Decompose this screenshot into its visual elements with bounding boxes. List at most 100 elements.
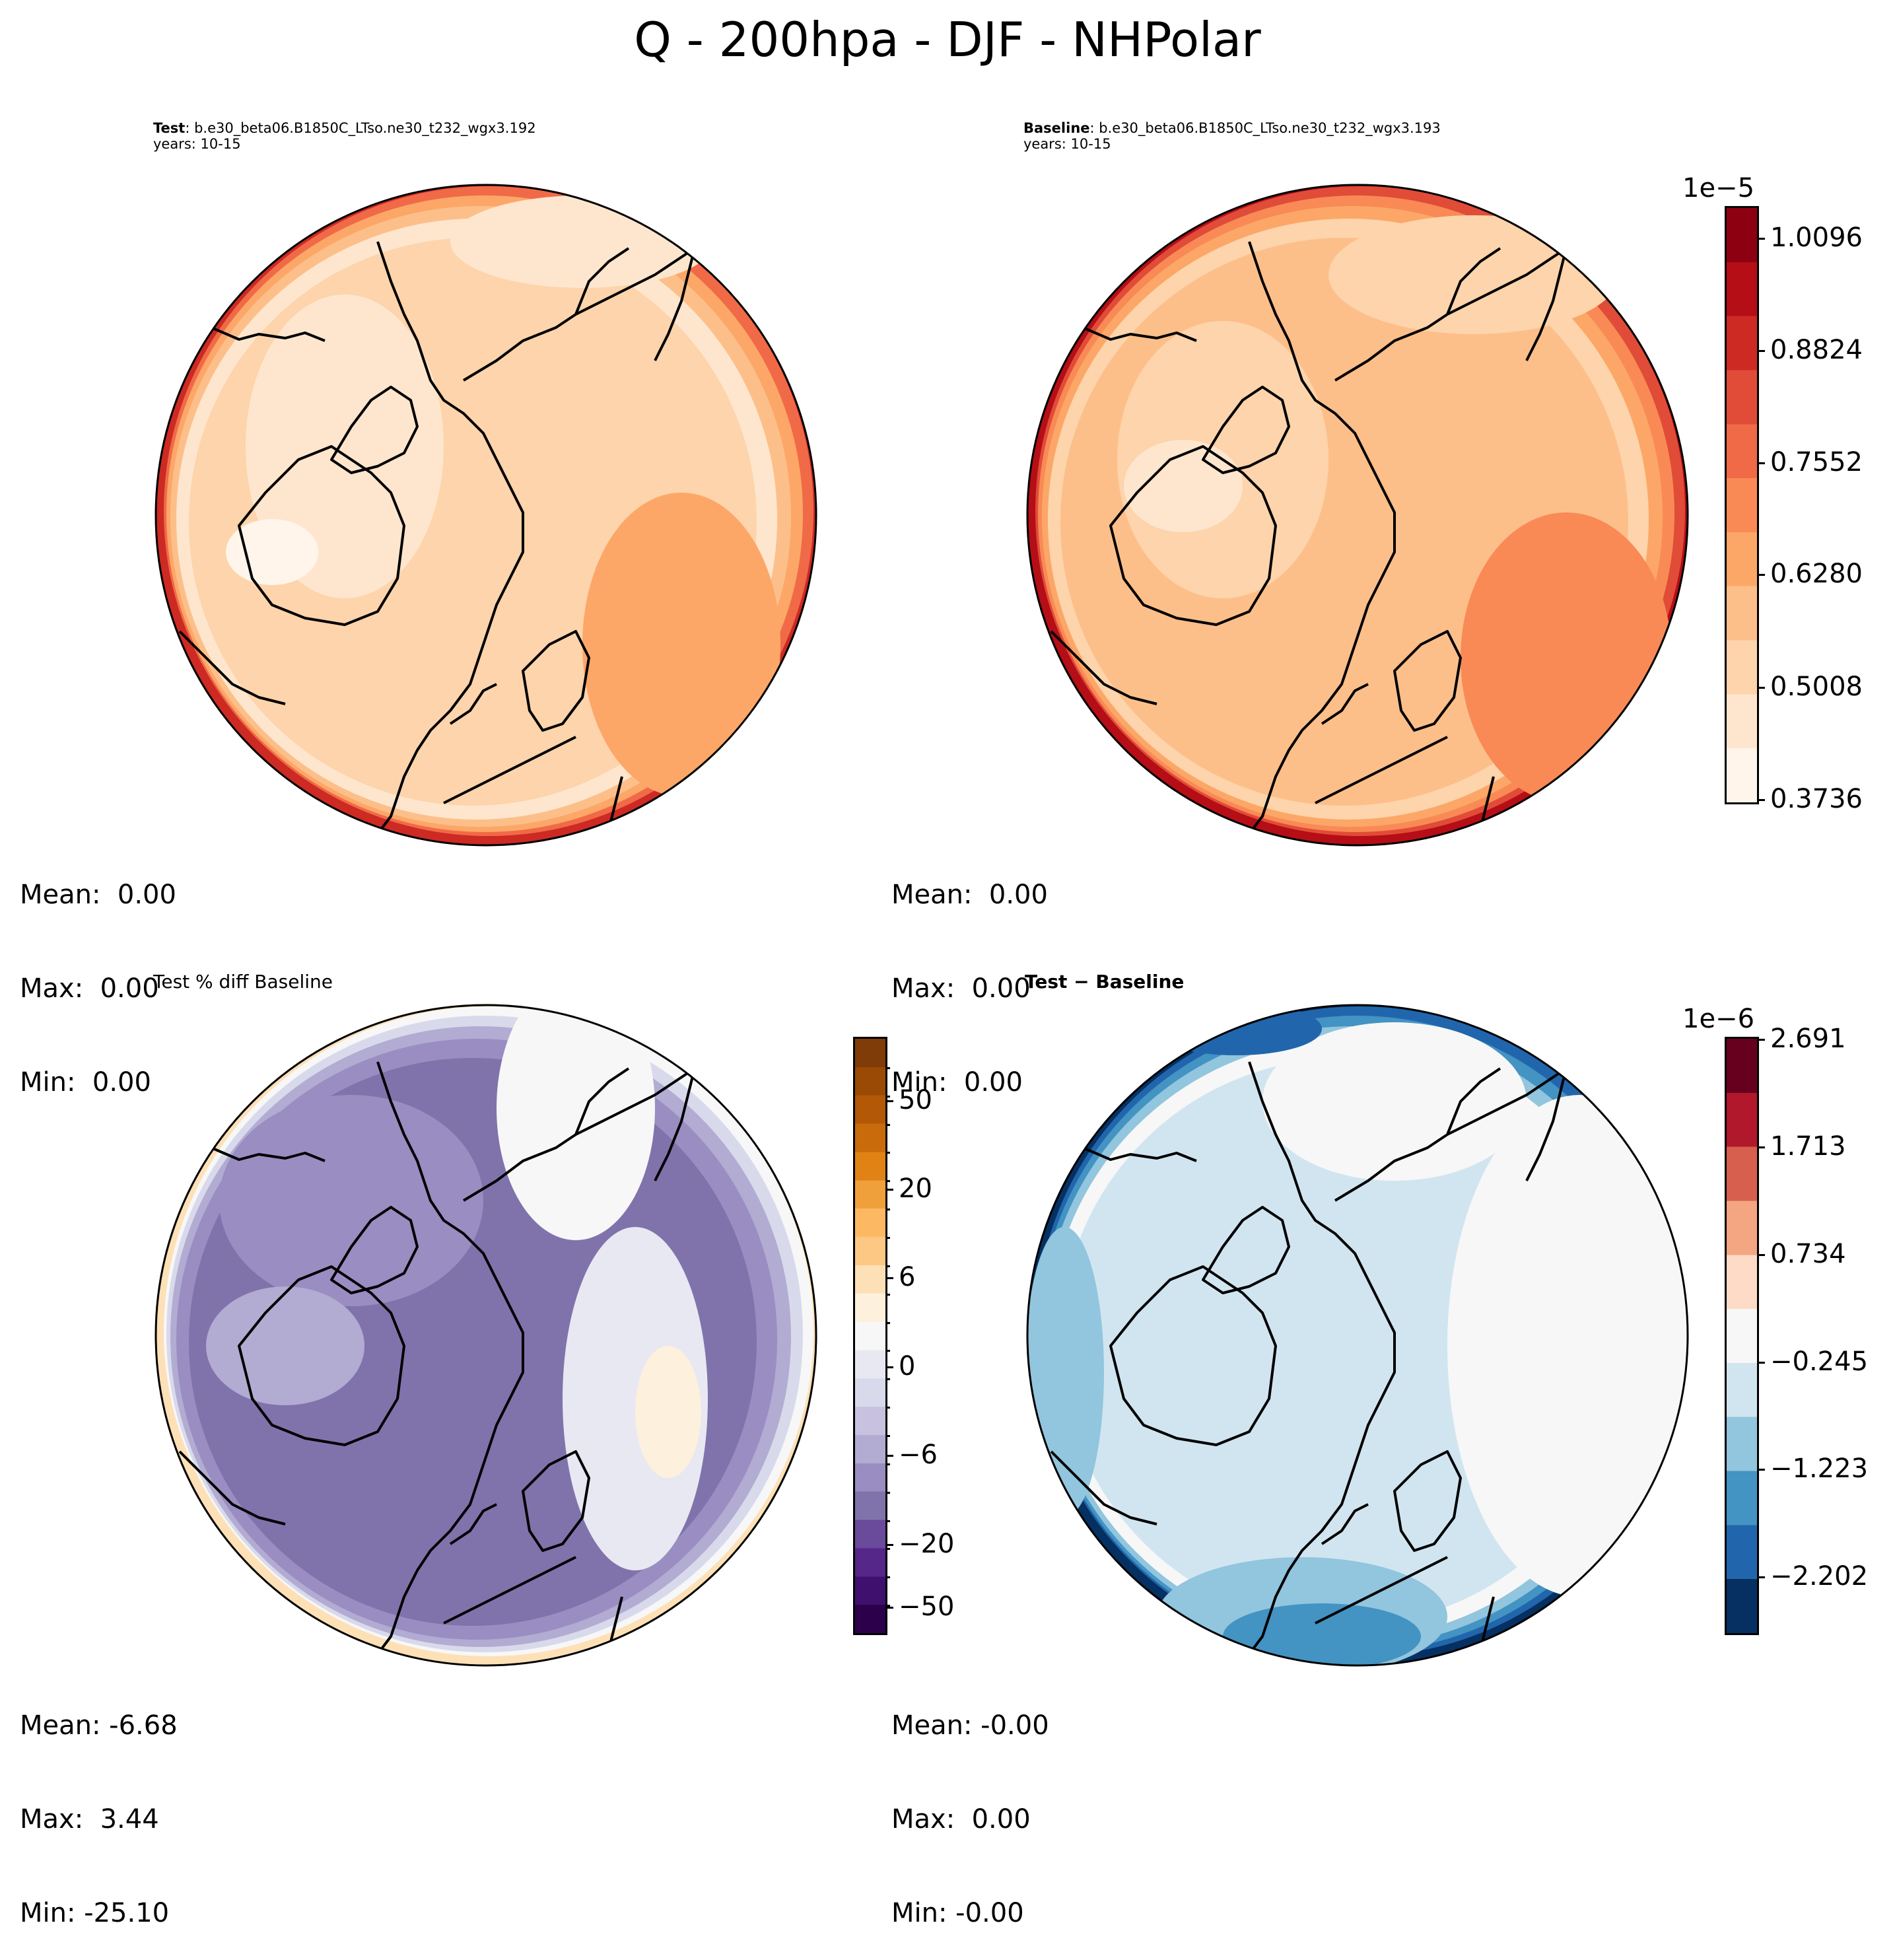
diff-coastline: [1525, 1068, 1568, 1181]
pctdiff-mean: Mean: -6.68: [20, 1710, 178, 1741]
pctdiff-coastline: [443, 1556, 576, 1625]
pct-colorbar-minor-tick: [885, 1378, 890, 1381]
diff-colorbar-tick: [1757, 1468, 1765, 1471]
main-colorbar-label: 0.8824: [1770, 335, 1863, 366]
diff-coastline: [1050, 1450, 1157, 1525]
pctdiff-max: Max: 3.44: [20, 1803, 159, 1835]
pct-colorbar-minor-tick: [885, 1520, 890, 1522]
diff-colorbar-tick: [1757, 1361, 1765, 1364]
baseline-min: Min: 0.00: [891, 1067, 1023, 1098]
pct-colorbar-minor-tick: [885, 1152, 890, 1154]
diff-map-boundary: [1026, 1004, 1689, 1667]
pct-colorbar-tick: [885, 1455, 893, 1457]
diff-coastline: [1202, 1206, 1290, 1294]
baseline-coastline: [1334, 247, 1568, 382]
pct-colorbar-tick: [885, 1544, 893, 1546]
pct-colorbar-minor-tick: [885, 1321, 890, 1324]
baseline-case-name: : b.e30_beta06.B1850C_LTso.ne30_t232_wgx…: [1089, 120, 1441, 136]
pctdiff-coastline: [330, 1206, 419, 1294]
pctdiff-coastline: [370, 1061, 524, 1664]
pct-colorbar-minor-tick: [885, 1548, 890, 1551]
pct-colorbar-minor-tick: [885, 1491, 890, 1494]
diff-field-feature: [1027, 1227, 1104, 1518]
main-colorbar-tick: [1757, 798, 1765, 801]
baseline-max: Max: 0.00: [891, 973, 1031, 1004]
pct-colorbar-label: −6: [899, 1440, 938, 1470]
diff-field-feature: [1262, 1022, 1527, 1181]
diff-colorbar-tick: [1757, 1039, 1765, 1041]
diff-coastline: [1241, 1061, 1396, 1664]
diff-stats: Mean: -0.00 Max: 0.00 Min: -0.00: [891, 1648, 1049, 1960]
baseline-coastline: [1525, 248, 1568, 361]
main-colorbar-label: 0.3736: [1770, 783, 1863, 814]
test-coastline: [449, 683, 497, 725]
baseline-coastline: [1393, 630, 1462, 732]
pct-colorbar: 50 20 6 0 −6 −20 −50: [853, 1037, 954, 1635]
diff-colorbar-tick: [1757, 1576, 1765, 1578]
diff-colorbar-label: −2.202: [1770, 1560, 1869, 1592]
test-min: Min: 0.00: [20, 1067, 151, 1098]
test-map-boundary: [155, 184, 817, 847]
diff-coastline: [1082, 1146, 1197, 1162]
baseline-stats: Mean: 0.00 Max: 0.00 Min: 0.00: [891, 818, 1048, 1129]
test-coastline: [238, 445, 405, 626]
test-max: Max: 0.00: [20, 973, 159, 1004]
baseline-coastline: [1109, 445, 1277, 626]
pctdiff-coastline: [238, 1265, 405, 1446]
test-years: years: 10-15: [153, 136, 241, 153]
diff-colorbar-label: 2.691: [1770, 1024, 1846, 1054]
pctdiff-coastline: [522, 1450, 590, 1552]
test-coastline: [654, 248, 696, 361]
diff-coastline: [1315, 1556, 1448, 1625]
test-mean: Mean: 0.00: [20, 880, 176, 911]
pct-colorbar-minor-tick: [885, 1180, 890, 1183]
pct-colorbar-minor-tick: [885, 1434, 890, 1437]
test-panel-title: Test: b.e30_beta06.B1850C_LTso.ne30_t232…: [153, 120, 536, 152]
pct-colorbar-label: 20: [899, 1173, 932, 1204]
pctdiff-coastline: [654, 1068, 696, 1181]
diff-colorbar-tick: [1757, 1253, 1765, 1256]
main-colorbar-label: 0.5008: [1770, 671, 1863, 702]
pctdiff-panel-title: Test % diff Baseline: [153, 971, 333, 993]
baseline-years: years: 10-15: [1023, 136, 1111, 153]
pctdiff-coastline: [574, 1067, 630, 1135]
diff-colorbar-label: 0.734: [1770, 1238, 1846, 1269]
main-colorbar-exponent: 1e−5: [1682, 173, 1755, 203]
test-map: [155, 184, 817, 847]
pct-colorbar-minor-tick: [885, 1095, 890, 1098]
diff-colorbar-label: −0.245: [1770, 1346, 1869, 1377]
pct-colorbar-label: 6: [899, 1261, 916, 1292]
baseline-coastline: [1446, 247, 1501, 315]
diff-colorbar: 2.691 1.713 0.734 −0.245 −1.223 −2.202: [1725, 1024, 1868, 1635]
diff-panel-title: Test − Baseline: [1025, 971, 1185, 993]
pct-colorbar-minor-tick: [885, 1463, 890, 1465]
pctdiff-coastline: [211, 1146, 326, 1162]
pctdiff-field-feature: [497, 1005, 655, 1240]
pct-colorbar-minor-tick: [885, 1605, 890, 1607]
pct-colorbar-tick: [885, 1188, 893, 1191]
baseline-label: Baseline: [1023, 120, 1090, 136]
diff-colorbar-exponent: 1e−6: [1682, 1004, 1755, 1034]
test-coastline: [370, 241, 524, 844]
diff-coastline: [1109, 1265, 1277, 1446]
pct-colorbar-label: 50: [899, 1084, 932, 1115]
diff-coastline: [1321, 1503, 1369, 1545]
test-coastline: [330, 386, 419, 474]
pctdiff-field-feature: [635, 1346, 701, 1478]
test-label: Test: [153, 120, 186, 136]
pct-colorbar-minor-tick: [885, 1123, 890, 1126]
diff-max: Max: 0.00: [891, 1803, 1031, 1835]
baseline-coastline: [1315, 736, 1448, 804]
diff-mean: Mean: -0.00: [891, 1710, 1049, 1741]
baseline-field-feature: [1328, 215, 1619, 334]
diff-colorbar-label: 1.713: [1770, 1131, 1846, 1162]
pct-colorbar-minor-tick: [885, 1293, 890, 1296]
main-colorbar-tick: [1757, 574, 1765, 577]
pctdiff-coastline: [449, 1503, 497, 1545]
baseline-map: [1026, 184, 1689, 847]
test-coastline: [211, 326, 326, 342]
baseline-field-feature: [1461, 512, 1672, 803]
pctdiff-map: [155, 1004, 817, 1667]
main-colorbar: 1.0096 0.8824 0.7552 0.6280 0.5008 0.3736: [1725, 206, 1863, 814]
diff-field-feature: [1447, 1095, 1688, 1597]
